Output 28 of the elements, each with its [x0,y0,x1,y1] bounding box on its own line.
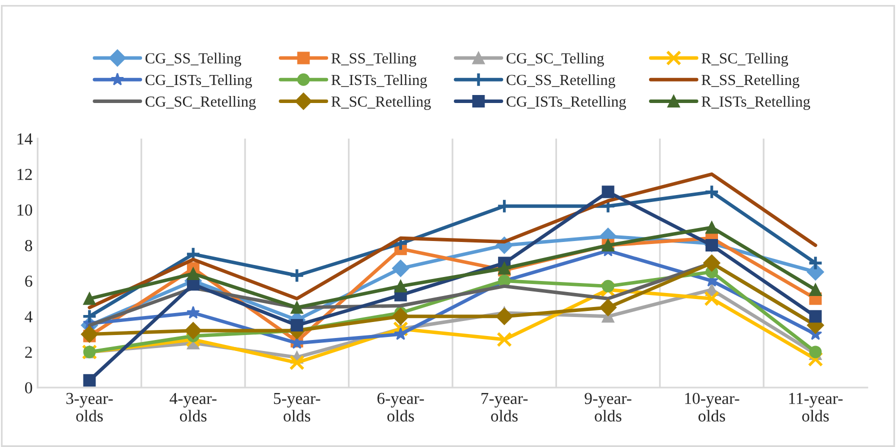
x-tick-label: 10-year- olds [685,392,740,422]
legend-label: R_ISTs_Retelling [702,96,810,110]
y-tick-label: 0 [25,382,32,394]
legend-label: CG_ISTs_Retelling [506,96,626,110]
x-tick-label: 4-year- olds [170,392,216,422]
y-tick-label: 2 [25,346,32,358]
y-tick-label: 12 [18,168,32,180]
legend-label: R_SS_Retelling [702,74,800,88]
x-tick-label: 6-year- olds [377,392,424,422]
legend-label: CG_SC_Telling [506,52,604,67]
legend-label: CG_ISTs_Telling [146,74,252,88]
y-tick-label: 14 [18,133,33,144]
legend-label: R_SC_Telling [702,52,788,67]
x-tick-label: 5-year- olds [274,393,320,422]
legend-label: R_ISTs_Telling [331,74,428,88]
legend-label: R_SS_Telling [331,52,416,67]
legend-label: CG_SC_Retelling [146,96,256,110]
y-tick-label: 4 [24,311,33,322]
legend-label: CG_SS_Retelling [506,74,616,88]
y-tick-label: 8 [25,240,32,252]
y-tick-label: 10 [18,204,32,216]
legend-label: R_SC_Retelling [331,96,431,110]
x-tick-label: 7-year- olds [482,393,528,422]
x-tick-label: 9-year- olds [584,392,632,422]
legend-label: CG_SS_Telling [146,52,242,67]
y-tick-label: 6 [25,276,32,287]
x-tick-label: 11-year- olds [789,392,843,422]
x-tick-label: 3-year- olds [66,392,113,422]
